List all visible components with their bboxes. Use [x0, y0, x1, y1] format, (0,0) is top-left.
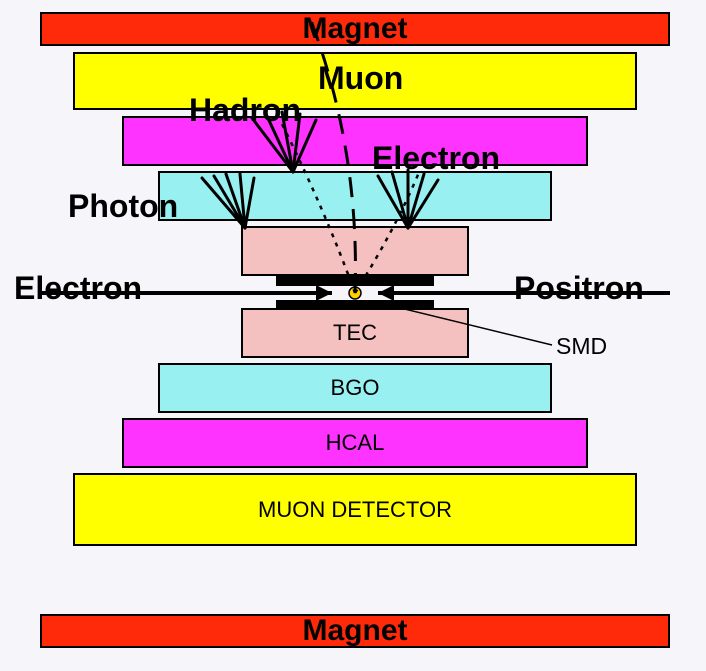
electron-beam-label-text: Electron	[14, 270, 142, 306]
magnet-bottom-label: Magnet	[303, 614, 408, 648]
hadron-label: Hadron	[189, 92, 301, 129]
smd-label: SMD	[556, 333, 607, 360]
hadron-label-text: Hadron	[189, 92, 301, 128]
electron-out-label: Electron	[372, 140, 500, 177]
smd-label-text: SMD	[556, 333, 607, 359]
photon-label: Photon	[68, 188, 178, 225]
muon-bottom-label: MUON DETECTOR	[258, 497, 452, 523]
detector-diagram: Magnet TEC BGO HCAL MUON DETECTOR Magnet…	[0, 0, 706, 671]
muon-detector-bottom: MUON DETECTOR	[73, 473, 637, 546]
positron-beam-label-text: Positron	[514, 270, 644, 306]
muon-label-text: Muon	[318, 60, 403, 96]
muon-label: Muon	[318, 60, 403, 97]
hcal-bottom-label: HCAL	[326, 430, 385, 456]
electron-out-label-text: Electron	[372, 140, 500, 176]
tec-bottom: TEC	[241, 308, 469, 358]
electron-beam-label: Electron	[14, 270, 142, 307]
hcal-bottom: HCAL	[122, 418, 588, 468]
magnet-top: Magnet	[40, 12, 670, 46]
magnet-top-label: Magnet	[303, 12, 408, 46]
magnet-bottom: Magnet	[40, 614, 670, 648]
photon-label-text: Photon	[68, 188, 178, 224]
bgo-top	[158, 171, 552, 221]
bgo-bottom: BGO	[158, 363, 552, 413]
positron-beam-label: Positron	[514, 270, 644, 307]
tec-top	[241, 226, 469, 276]
bgo-bottom-label: BGO	[331, 375, 380, 401]
tec-bottom-label: TEC	[333, 320, 377, 346]
